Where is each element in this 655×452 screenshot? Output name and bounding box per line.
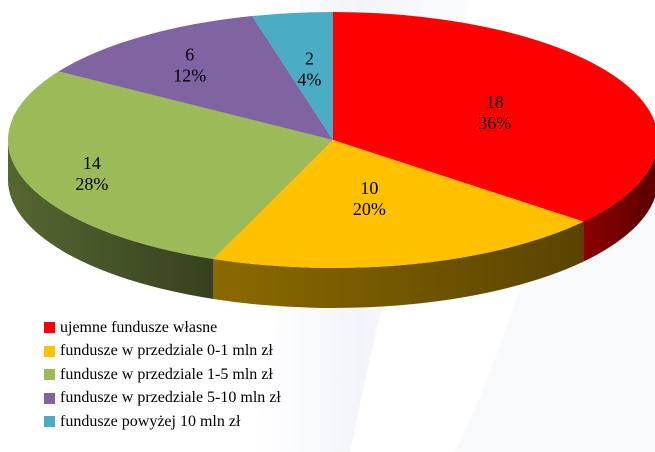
data-label-percent: 20% [353, 199, 386, 219]
data-label-value: 18 [486, 92, 504, 112]
slice-fundusze-powyzej-10-mln-zl [252, 12, 333, 140]
legend-item-fundusze-powyzej-10-mln-zl: fundusze powyżej 10 mln zł [44, 410, 281, 434]
legend-label: fundusze w przedziale 5-10 mln zł [60, 389, 281, 407]
legend-swatch [44, 392, 55, 404]
pie-slices [7, 12, 655, 268]
legend-swatch [44, 369, 55, 381]
legend-label: fundusze w przedziale 0-1 mln zł [60, 342, 273, 360]
slice-side-fundusze-w-przedziale-0-1-mln-zl [213, 221, 584, 308]
legend-swatch [44, 416, 55, 428]
legend: ujemne fundusze własne fundusze w przedzi… [44, 316, 281, 434]
legend-swatch [44, 322, 55, 334]
slice-labels: 18 36% 10 20% 14 28% 6 12% 2 4% [75, 44, 511, 218]
slice-side-ujemne-fundusze-wlasne [583, 157, 655, 262]
legend-item-fundusze-w-przedziale-0-1-mln-zl: fundusze w przedziale 0-1 mln zł [44, 340, 281, 364]
data-label-percent: 12% [173, 65, 206, 85]
legend-item-fundusze-w-przedziale-1-5-mln-zl: fundusze w przedziale 1-5 mln zł [44, 363, 281, 387]
legend-item-ujemne-fundusze-wlasne: ujemne fundusze własne [44, 316, 281, 340]
slice-ujemne-fundusze-wlasne [333, 12, 655, 222]
legend-item-fundusze-w-przedziale-5-10-mln-zl: fundusze w przedziale 5-10 mln zł [44, 387, 281, 411]
slice-fundusze-w-przedziale-0-1-mln-zl [213, 140, 584, 268]
data-label-ujemne-fundusze-wlasne: 18 36% [478, 92, 511, 133]
data-label-percent: 28% [75, 174, 108, 194]
data-label-fundusze-w-przedziale-5-10-mln-zl: 6 12% [173, 44, 206, 85]
legend-label: ujemne fundusze własne [60, 318, 218, 336]
data-label-fundusze-w-przedziale-1-5-mln-zl: 14 28% [75, 153, 108, 194]
data-label-fundusze-powyzej-10-mln-zl: 2 4% [297, 48, 321, 89]
data-label-percent: 4% [297, 69, 321, 89]
pie-sides [8, 140, 655, 308]
data-label-value: 14 [83, 153, 101, 173]
data-label-value: 10 [360, 178, 378, 198]
data-label-percent: 36% [478, 113, 511, 133]
slice-fundusze-w-przedziale-5-10-mln-zl [58, 16, 334, 140]
legend-label: fundusze w przedziale 1-5 mln zł [60, 365, 273, 383]
slice-fundusze-w-przedziale-1-5-mln-zl [7, 71, 333, 260]
data-label-value: 6 [185, 44, 194, 64]
data-label-fundusze-w-przedziale-0-1-mln-zl: 10 20% [353, 178, 386, 219]
slice-side-fundusze-w-przedziale-1-5-mln-zl [8, 140, 214, 300]
data-label-value: 2 [305, 48, 314, 68]
legend-label: fundusze powyżej 10 mln zł [60, 412, 241, 430]
legend-swatch [44, 345, 55, 357]
